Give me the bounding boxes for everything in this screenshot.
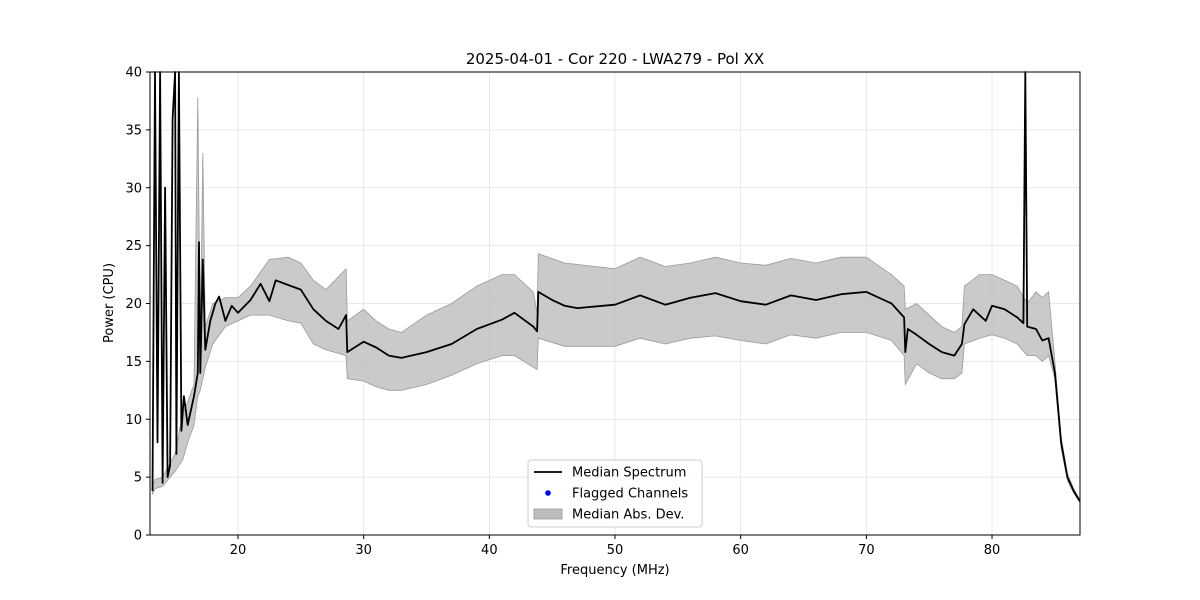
median-spectrum-line bbox=[151, 71, 1081, 502]
y-tick-label: 20 bbox=[125, 297, 142, 312]
legend-marker-swatch bbox=[545, 490, 551, 496]
y-tick-label: 0 bbox=[134, 529, 142, 544]
x-axis-label: Frequency (MHz) bbox=[560, 563, 669, 578]
legend-label: Median Spectrum bbox=[572, 466, 686, 481]
legend: Median Spectrum Flagged Channels Median Ab… bbox=[527, 459, 703, 528]
x-tick-label: 60 bbox=[732, 543, 749, 558]
x-tick-label: 80 bbox=[984, 543, 1001, 558]
y-tick-label: 15 bbox=[125, 355, 142, 370]
y-axis-label: Power (CPU) bbox=[102, 263, 117, 343]
y-tick-label: 5 bbox=[134, 471, 142, 486]
legend-label: Median Abs. Dev. bbox=[572, 508, 684, 523]
axes: 20 30 40 50 60 70 80 0 5 10 15 20 25 30 35 40 bbox=[125, 66, 1081, 558]
legend-band-swatch bbox=[533, 508, 563, 520]
legend-box bbox=[527, 459, 703, 528]
y-tick-label: 25 bbox=[125, 239, 142, 254]
median-spectrum-group bbox=[151, 71, 1081, 502]
y-tick-label: 30 bbox=[125, 181, 142, 196]
x-tick-label: 50 bbox=[607, 543, 624, 558]
y-tick-label: 10 bbox=[125, 413, 142, 428]
chart-title: 2025-04-01 - Cor 220 - LWA279 - Pol XX bbox=[466, 50, 764, 68]
legend-label: Flagged Channels bbox=[572, 487, 688, 502]
x-tick-label: 20 bbox=[230, 543, 247, 558]
x-tick-label: 30 bbox=[355, 543, 372, 558]
y-tick-label: 40 bbox=[125, 66, 142, 81]
x-tick-label: 40 bbox=[481, 543, 498, 558]
x-tick-label: 70 bbox=[858, 543, 875, 558]
y-tick-label: 35 bbox=[125, 123, 142, 138]
